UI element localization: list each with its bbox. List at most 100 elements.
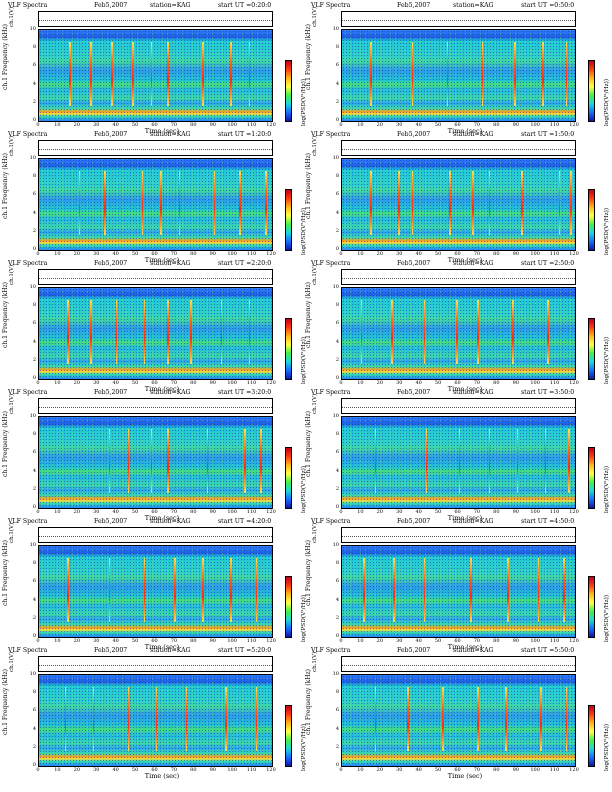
x-tick-label: 70 (473, 638, 481, 644)
spectrogram-noise (39, 546, 272, 637)
waveform-trace (39, 536, 272, 537)
x-tick-label: 30 (396, 122, 403, 128)
frequency-label: Frequency (kHz) (305, 669, 312, 721)
colorbar-label: log(PSD(V²/Hz)) (604, 594, 610, 642)
y-tick-label: 4 (32, 596, 36, 603)
spectrogram-noise (342, 546, 575, 637)
whistler-spike (442, 687, 444, 751)
whistler-spike (360, 300, 363, 364)
whistler-spike (423, 300, 426, 364)
y-tick-label: 6 (335, 578, 339, 585)
spectrogram-noise (39, 288, 272, 379)
panel-date: Feb5,2007 (94, 647, 128, 654)
y-tick-label: 4 (335, 209, 339, 216)
frequency-label: Frequency (kHz) (2, 540, 9, 592)
x-tick-label: 0 (339, 251, 343, 257)
x-tick-label: 100 (227, 638, 237, 644)
whistler-spike (369, 171, 372, 235)
y-tick-label: 0 (32, 246, 36, 252)
x-tick-label: 90 (512, 122, 519, 128)
whistler-spike (64, 687, 67, 751)
whistler-spike (248, 300, 251, 364)
whistler-spike (127, 429, 130, 493)
spectrogram-panel: VLF Spectra Feb5,2007 station=KAG start … (0, 647, 307, 780)
y-tick-label: 4 (32, 209, 36, 216)
y-tick-label: 0 (32, 762, 36, 768)
x-tick-label: 50 (434, 380, 442, 386)
panel-date: Feb5,2007 (397, 518, 431, 525)
x-tick-label: 90 (209, 767, 216, 773)
y-tick-label: 10 (29, 413, 36, 419)
y-tick-label: 6 (32, 191, 36, 198)
spectrogram-panel: VLF Spectra Feb5,2007 station=KAG start … (0, 260, 307, 393)
panel-start-time: start UT =5:20:0 (218, 647, 272, 654)
colorbar (285, 576, 292, 638)
whistler-spike (397, 171, 400, 235)
x-tick-label: 20 (376, 380, 384, 386)
whistler-spike (160, 171, 162, 235)
y-tick-label: 8 (335, 689, 339, 696)
x-tick-label: 20 (73, 122, 81, 128)
frequency-label: Frequency (kHz) (2, 153, 9, 205)
x-tick-label: 110 (549, 122, 560, 128)
channel-label: ch.1 (2, 206, 9, 219)
spectrogram-noise (39, 417, 272, 508)
waveform-trace (342, 665, 575, 666)
x-tick-label: 50 (131, 638, 139, 644)
whistler-spike (407, 687, 409, 751)
strip-ylabel: ch.1(V) (312, 651, 318, 672)
x-tick-label: 60 (151, 767, 158, 773)
x-tick-label: 120 (569, 380, 579, 386)
x-tick-label: 0 (339, 380, 343, 386)
strip-ylabel: ch.1(V) (9, 522, 15, 543)
x-tick-label: 60 (454, 767, 461, 773)
x-tick-label: 110 (549, 251, 560, 257)
x-tick-label: 0 (36, 251, 40, 257)
x-tick-label: 80 (190, 509, 197, 515)
y-axis-label: ch.1 Frequency (kHz) (305, 24, 312, 90)
y-axis-label: ch.1 Frequency (kHz) (2, 153, 9, 219)
panel-station: station=KAG (453, 518, 494, 525)
spectrogram-noise (342, 159, 575, 250)
x-tick-label: 100 (530, 122, 540, 128)
waveform-trace (39, 278, 272, 279)
x-tick-label: 0 (36, 509, 40, 515)
spectrogram-noise (39, 30, 272, 121)
y-axis-label: ch.1 Frequency (kHz) (305, 669, 312, 735)
whistler-spike (265, 171, 267, 235)
x-tick-label: 10 (357, 767, 364, 773)
x-tick-label: 110 (246, 251, 257, 257)
whistler-spike (141, 171, 144, 235)
x-tick-label: 90 (512, 380, 519, 386)
panel-date: Feb5,2007 (94, 389, 128, 396)
x-tick-label: 50 (131, 767, 139, 773)
waveform-trace (39, 149, 272, 150)
colorbar (588, 576, 595, 638)
whistler-spike (514, 42, 516, 106)
whistler-spike (544, 429, 547, 493)
panel-date: Feb5,2007 (94, 2, 128, 9)
whistler-spike (446, 42, 449, 106)
x-tick-label: 60 (151, 251, 158, 257)
x-tick-label: 70 (170, 638, 178, 644)
x-tick-label: 70 (473, 122, 481, 128)
whistler-spike (423, 558, 426, 622)
colorbar (285, 189, 292, 251)
whistler-spike (537, 558, 540, 622)
y-tick-label: 8 (335, 302, 339, 309)
whistler-spike (488, 171, 491, 235)
x-tick-label: 40 (112, 251, 119, 257)
x-tick-label: 90 (512, 251, 519, 257)
x-tick-label: 60 (454, 380, 461, 386)
frequency-label: Frequency (kHz) (2, 669, 9, 721)
panel-date: Feb5,2007 (397, 131, 431, 138)
whistler-spike (488, 429, 491, 493)
y-tick-label: 10 (332, 671, 339, 677)
x-tick-label: 40 (112, 638, 119, 644)
strip-ylabel: ch.1(V) (9, 264, 15, 285)
y-tick-label: 8 (335, 173, 339, 180)
panel-date: Feb5,2007 (397, 2, 431, 9)
x-tick-label: 0 (36, 122, 40, 128)
panel-start-time: start UT =2:50:0 (521, 260, 575, 267)
panel-title: VLF Spectra (8, 518, 48, 525)
